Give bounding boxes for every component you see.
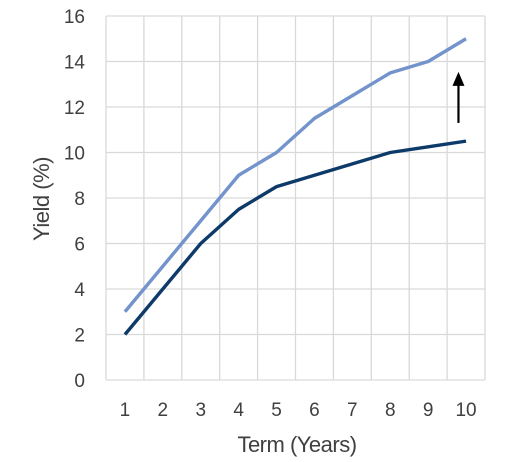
gridlines [105, 15, 486, 381]
y-tick-label: 8 [74, 189, 85, 210]
y-tick-label: 10 [64, 144, 85, 165]
y-tick-label: 14 [64, 53, 86, 74]
y-tick-label: 4 [74, 280, 85, 301]
series-line-1 [123, 37, 467, 313]
series-lines [123, 37, 467, 336]
x-tick-label: 8 [385, 400, 396, 421]
x-tick-label: 1 [120, 400, 131, 421]
x-tick-label: 7 [347, 400, 358, 421]
x-tick-label: 3 [195, 400, 206, 421]
y-tick-label: 2 [74, 326, 85, 347]
y-tick-label: 12 [64, 98, 85, 119]
arrow-up-icon [452, 71, 465, 86]
x-tick-label: 5 [271, 400, 282, 421]
x-tick-label: 9 [423, 400, 434, 421]
x-tick-label: 4 [233, 400, 244, 421]
y-tick-label: 6 [74, 235, 85, 256]
x-axis-title: Term (Years) [237, 432, 356, 457]
y-axis-title: Yield (%) [29, 157, 54, 241]
y-tick-label: 16 [64, 7, 85, 28]
y-tick-label: 0 [74, 371, 85, 392]
y-axis-ticks: 0 2 4 6 8 10 12 14 16 [64, 7, 86, 392]
x-tick-label: 10 [455, 400, 476, 421]
x-tick-label: 2 [158, 400, 169, 421]
series-line-2 [123, 139, 467, 336]
x-axis-ticks: 1 2 3 4 5 6 7 8 9 10 [120, 400, 477, 421]
x-tick-label: 6 [309, 400, 320, 421]
annotations [452, 71, 465, 123]
